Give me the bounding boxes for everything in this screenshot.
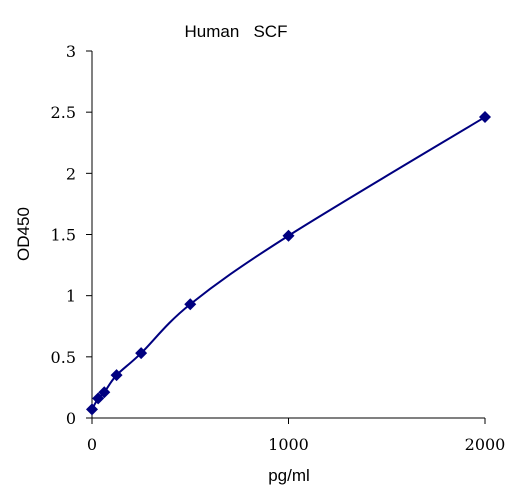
data-point-marker bbox=[184, 298, 197, 311]
x-tick-label: 2000 bbox=[465, 435, 506, 454]
x-tick-label: 0 bbox=[87, 435, 97, 454]
data-point-marker bbox=[110, 369, 123, 382]
y-tick-label: 2.5 bbox=[51, 103, 76, 122]
x-axis-ticks: 0 1000 2000 bbox=[87, 418, 505, 454]
y-tick-label: 0 bbox=[66, 409, 76, 428]
y-tick-label: 2 bbox=[66, 164, 76, 183]
x-tick-label: 1000 bbox=[268, 435, 309, 454]
series-curve bbox=[91, 116, 486, 410]
chart-title: Human SCF bbox=[185, 22, 288, 41]
y-tick-label: 1 bbox=[66, 287, 76, 306]
data-point-marker bbox=[282, 229, 295, 242]
x-axis-label: pg/ml bbox=[268, 466, 310, 485]
y-tick-label: 0.5 bbox=[51, 348, 76, 367]
data-point-marker bbox=[92, 392, 105, 405]
data-point-marker bbox=[135, 347, 148, 360]
y-tick-label: 1.5 bbox=[51, 226, 76, 245]
y-axis-ticks: 0 0.5 1 1.5 2 2.5 3 bbox=[51, 42, 92, 428]
data-point-marker bbox=[86, 403, 98, 416]
series-markers bbox=[86, 111, 491, 416]
y-axis-label: OD450 bbox=[14, 207, 33, 261]
y-tick-label: 3 bbox=[66, 42, 76, 61]
data-point-marker bbox=[479, 111, 491, 124]
data-point-marker bbox=[98, 386, 111, 399]
